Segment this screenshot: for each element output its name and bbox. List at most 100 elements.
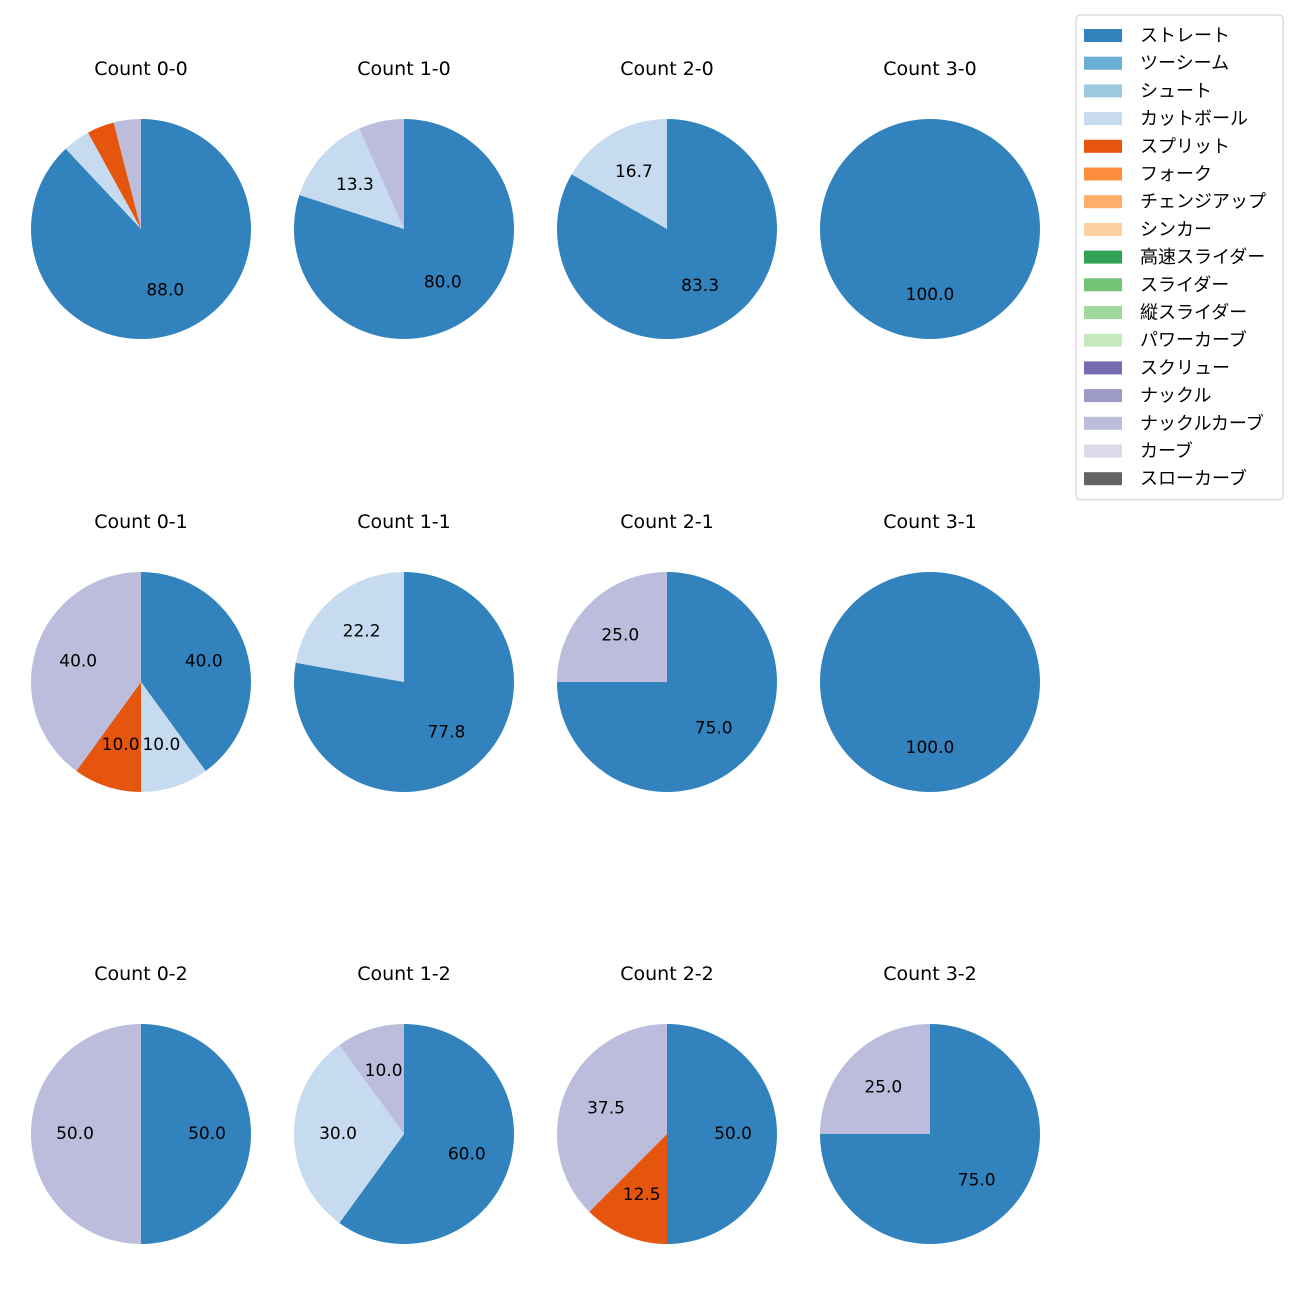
pie-title: Count 0-0 [94, 58, 188, 80]
pie-slice-count-2-2 [557, 1024, 667, 1212]
legend-swatch [1084, 84, 1122, 98]
slice-percent-label: 10.0 [365, 1061, 403, 1081]
pie-slice-count-1-0 [293, 119, 514, 339]
legend-swatch [1084, 195, 1122, 209]
slice-percent-label: 83.3 [681, 276, 719, 296]
pie-panel-count-2-2: Count 2-2 50.0 12.5 37.5 [557, 963, 777, 1244]
slice-percent-label: 10.0 [102, 735, 140, 755]
slice-percent-label: 88.0 [146, 280, 184, 300]
slice-percent-label: 25.0 [601, 625, 639, 645]
legend-label: シンカー [1140, 219, 1212, 240]
slice-percent-label: 22.2 [343, 621, 381, 641]
legend-swatch [1084, 29, 1122, 42]
legend-label: カットボール [1140, 109, 1248, 130]
pie-panel-count-3-1: Count 3-1 100.0 [820, 511, 1040, 792]
pie-slice-count-0-2 [31, 1024, 141, 1244]
pie-slice-count-2-2 [667, 1024, 777, 1244]
legend-swatch [1084, 444, 1122, 458]
slice-percent-label: 30.0 [319, 1124, 357, 1144]
pie-title: Count 1-0 [357, 58, 451, 80]
pie-slice-count-0-0 [88, 122, 141, 229]
pie-slice-count-1-2 [339, 1024, 514, 1244]
legend-swatch [1084, 306, 1122, 319]
legend-swatch [1084, 333, 1122, 347]
legend-swatch [1084, 250, 1122, 264]
pie-slice-count-0-0 [113, 119, 141, 229]
pie-panel-count-1-0: Count 1-0 80.0 13.3 [293, 58, 514, 339]
slice-percent-label: 50.0 [714, 1124, 752, 1144]
legend-frame [1075, 14, 1284, 501]
legend-swatch [1084, 416, 1122, 430]
slice-percent-label: 77.8 [427, 723, 465, 743]
legend-label: フォーク [1140, 164, 1212, 185]
legend-label: スプリット [1140, 136, 1230, 157]
slice-percent-label: 75.0 [958, 1171, 996, 1191]
slice-percent-label: 40.0 [59, 652, 97, 672]
pie-title: Count 2-1 [620, 511, 714, 533]
slice-percent-label: 37.5 [587, 1099, 625, 1119]
pie-slice-count-0-1 [30, 572, 141, 771]
slice-percent-label: 10.0 [142, 735, 180, 755]
legend-swatch [1084, 278, 1122, 292]
pie-panel-count-2-1: Count 2-1 75.0 25.0 [557, 511, 777, 792]
legend-label: ナックルカーブ [1140, 412, 1264, 434]
pie-slice-count-0-0 [65, 132, 141, 229]
pie-panel-count-0-2: Count 0-2 50.0 50.0 [31, 963, 251, 1244]
legend-label: ツーシーム [1140, 53, 1229, 74]
slice-percent-label: 50.0 [188, 1124, 226, 1144]
legend-label: 高速スライダー [1140, 247, 1265, 268]
legend-label: スクリュー [1140, 358, 1230, 379]
pie-slice-count-0-0 [30, 119, 251, 339]
pie-slice-count-0-1 [141, 682, 206, 792]
legend-swatch [1084, 139, 1122, 153]
pie-title: Count 0-2 [94, 963, 188, 985]
legend-label: シュート [1140, 81, 1212, 102]
legend-label: ナックル [1140, 386, 1211, 407]
slice-percent-label: 75.0 [695, 719, 733, 739]
pie-panel-count-2-0: Count 2-0 83.3 16.7 [556, 58, 777, 339]
pie-slice-count-1-0 [359, 119, 404, 229]
pie-slice-count-0-1 [141, 572, 252, 771]
slice-percent-label: 100.0 [906, 738, 955, 758]
pie-panel-count-1-2: Count 1-2 60.0 30.0 10.0 [293, 963, 514, 1244]
legend-swatch [1084, 472, 1122, 486]
slice-percent-label: 40.0 [185, 652, 223, 672]
pie-panel-count-3-0: Count 3-0 100.0 [820, 58, 1040, 339]
slice-percent-label: 50.0 [56, 1124, 94, 1144]
pie-slice-count-2-0 [571, 119, 667, 229]
pie-slice-count-1-2 [293, 1045, 404, 1223]
pie-slice-count-2-1 [557, 572, 667, 682]
legend-label: カーブ [1140, 440, 1193, 462]
pie-panel-count-1-1: Count 1-1 77.8 22.2 [294, 511, 515, 792]
slice-percent-label: 12.5 [623, 1185, 661, 1205]
slice-percent-label: 60.0 [448, 1144, 486, 1164]
legend-label: スローカーブ [1140, 468, 1247, 490]
pie-slice-count-1-0 [299, 128, 404, 229]
legend-label: スライダー [1140, 275, 1229, 296]
legend: ストレートツーシームシュートカットボールスプリットフォークチェンジアップシンカー… [1075, 14, 1284, 501]
pie-title: Count 2-0 [620, 58, 714, 80]
legend-swatch [1084, 222, 1122, 236]
pie-slice-count-3-1 [820, 572, 1040, 792]
pie-panel-count-0-1: Count 0-1 40.0 10.010.0 40.0 [30, 511, 252, 792]
legend-swatch [1084, 361, 1122, 375]
pie-title: Count 0-1 [94, 511, 188, 533]
pie-slice-count-1-2 [339, 1023, 404, 1134]
pie-slice-count-2-2 [589, 1134, 667, 1244]
legend-swatch [1084, 167, 1122, 181]
pie-panel-count-0-0: Count 0-0 88.0 [30, 58, 251, 339]
pie-slice-count-0-1 [76, 682, 141, 792]
pie-slice-count-3-2 [820, 1024, 930, 1134]
pie-slice-count-1-1 [295, 572, 404, 682]
legend-swatch [1084, 56, 1122, 70]
pie-slice-count-2-0 [556, 119, 777, 339]
pie-slice-count-3-0 [820, 119, 1040, 339]
pie-title: Count 2-2 [620, 963, 714, 985]
pie-slice-count-1-1 [294, 572, 515, 792]
slice-percent-label: 13.3 [336, 175, 374, 195]
legend-label: ストレート [1140, 26, 1230, 47]
slice-percent-label: 16.7 [615, 162, 653, 182]
pie-title: Count 1-1 [357, 511, 451, 533]
pie-title: Count 3-0 [883, 58, 977, 80]
